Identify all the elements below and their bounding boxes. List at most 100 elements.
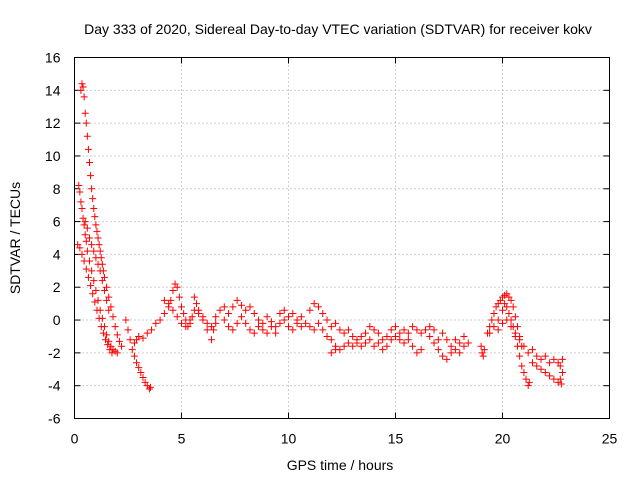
data-point bbox=[203, 319, 211, 327]
data-point bbox=[92, 221, 100, 229]
data-point bbox=[456, 339, 464, 347]
data-point bbox=[207, 336, 215, 344]
data-point bbox=[88, 241, 96, 249]
data-point bbox=[533, 352, 541, 360]
tick-labels: 0 5 10 15 20 25 -6 -4 -2 0 2 4 6 8 10 12 14 16 bbox=[45, 50, 618, 447]
data-point bbox=[327, 323, 335, 331]
data-point bbox=[233, 296, 241, 304]
data-point bbox=[327, 336, 335, 344]
data-point bbox=[447, 342, 455, 350]
data-point bbox=[518, 362, 526, 370]
data-point bbox=[85, 159, 93, 167]
data-point bbox=[92, 287, 100, 295]
data-point bbox=[297, 323, 305, 331]
data-point bbox=[152, 319, 160, 327]
data-point bbox=[507, 296, 515, 304]
data-point bbox=[97, 323, 105, 331]
data-point bbox=[95, 314, 103, 322]
data-point bbox=[524, 349, 532, 357]
data-point bbox=[404, 329, 412, 337]
data-point bbox=[451, 336, 459, 344]
data-point bbox=[520, 369, 528, 377]
axis-ticks bbox=[74, 57, 610, 419]
data-point bbox=[103, 331, 111, 339]
data-point bbox=[173, 313, 181, 321]
data-point bbox=[80, 257, 88, 265]
data-point bbox=[430, 339, 438, 347]
data-point bbox=[91, 213, 99, 221]
data-point bbox=[327, 349, 335, 357]
data-point bbox=[94, 260, 102, 268]
data-point bbox=[143, 329, 151, 337]
data-point bbox=[340, 329, 348, 337]
data-point bbox=[89, 195, 97, 203]
data-point bbox=[306, 323, 314, 331]
data-point bbox=[528, 359, 536, 367]
data-point bbox=[186, 316, 194, 324]
data-point bbox=[105, 306, 113, 314]
data-point bbox=[520, 342, 528, 350]
data-point bbox=[246, 303, 254, 311]
data-point bbox=[80, 221, 88, 229]
data-point bbox=[336, 326, 344, 334]
data-point bbox=[99, 329, 107, 337]
y-tick-label: 12 bbox=[45, 115, 61, 131]
data-point bbox=[182, 323, 190, 331]
data-point bbox=[480, 346, 488, 354]
data-point bbox=[180, 309, 188, 317]
data-point bbox=[237, 301, 245, 309]
data-point bbox=[276, 319, 284, 327]
data-point bbox=[96, 247, 104, 255]
data-point bbox=[80, 93, 88, 101]
data-point bbox=[310, 326, 318, 334]
data-point bbox=[451, 346, 459, 354]
data-point bbox=[105, 337, 113, 345]
data-point bbox=[83, 132, 91, 140]
data-point bbox=[135, 364, 143, 372]
data-point bbox=[556, 375, 564, 383]
data-point bbox=[460, 342, 468, 350]
data-point bbox=[126, 336, 134, 344]
data-point bbox=[78, 204, 86, 212]
data-point bbox=[460, 332, 468, 340]
data-point bbox=[417, 346, 425, 354]
data-point bbox=[229, 326, 237, 334]
data-point bbox=[242, 306, 250, 314]
data-point bbox=[392, 323, 399, 331]
data-point bbox=[456, 349, 464, 357]
data-point bbox=[319, 326, 327, 334]
data-point bbox=[396, 329, 404, 337]
data-point bbox=[85, 234, 93, 242]
data-point bbox=[332, 319, 340, 327]
data-point bbox=[83, 247, 91, 255]
data-point bbox=[494, 326, 502, 334]
data-point bbox=[306, 306, 314, 314]
data-point bbox=[139, 334, 147, 342]
data-point bbox=[160, 296, 168, 304]
data-point bbox=[503, 316, 511, 324]
data-point bbox=[379, 346, 387, 354]
data-point bbox=[513, 342, 521, 350]
data-point bbox=[556, 362, 564, 370]
data-point bbox=[374, 339, 382, 347]
y-tick-label: -2 bbox=[48, 345, 61, 361]
data-point bbox=[310, 300, 318, 308]
y-tick-label: 10 bbox=[45, 148, 61, 164]
data-point bbox=[503, 303, 511, 311]
data-point bbox=[479, 352, 487, 360]
data-point bbox=[400, 339, 408, 347]
data-point bbox=[387, 326, 395, 334]
data-point bbox=[95, 241, 103, 249]
data-point bbox=[76, 244, 84, 252]
data-point bbox=[76, 188, 84, 196]
data-point bbox=[81, 218, 89, 226]
data-point bbox=[220, 316, 228, 324]
data-point bbox=[156, 316, 164, 324]
data-point bbox=[250, 309, 258, 317]
data-point bbox=[78, 80, 86, 88]
data-point bbox=[169, 306, 177, 314]
data-point bbox=[546, 372, 554, 380]
data-point bbox=[558, 369, 566, 377]
data-point bbox=[259, 326, 267, 334]
